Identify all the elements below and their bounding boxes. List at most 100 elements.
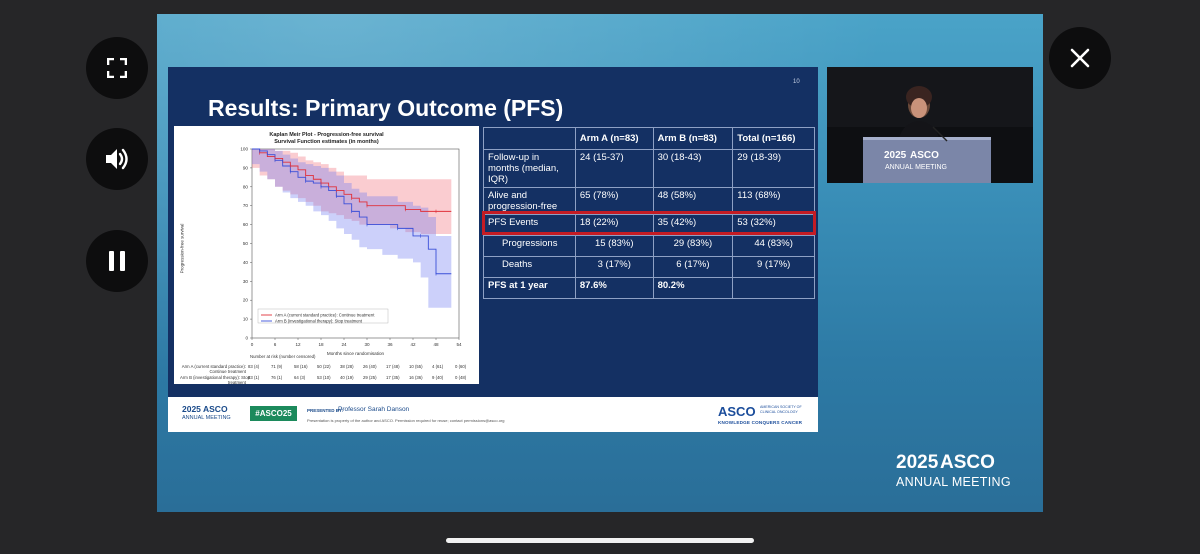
pause-button[interactable] [86,230,148,292]
footer-asco: ASCO [203,404,228,414]
close-button[interactable] [1049,27,1111,89]
risk-cell-arm-a: 58 (16) [294,364,308,369]
y-tick-label: 10 [243,317,249,322]
table-cell: 48 (58%) [652,187,734,215]
x-tick-label: 24 [341,342,347,347]
legend-label-arm-b: Arm B (investigational therapy): Stop tr… [275,319,363,324]
home-indicator[interactable] [446,538,754,543]
x-tick-label: 6 [274,342,277,347]
risk-cell-arm-b: 76 (1) [271,375,283,380]
pfs-events-highlight [482,211,816,235]
arm-b-ci-band [252,149,452,308]
x-tick-label: 18 [318,342,324,347]
km-plot-title: Kaplan Meir Plot - Progression-free surv… [269,132,384,138]
y-tick-label: 60 [243,222,249,227]
risk-cell-arm-a: 71 (9) [271,364,283,369]
table-row: Deaths 3 (17%) 6 (17%) 9 (17%) [483,256,815,278]
table-cell: 15 (83%) [574,235,654,257]
y-tick-label: 70 [243,203,249,208]
risk-cell-arm-b: 16 (36) [409,375,423,380]
presentation-slide: 10 Results: Primary Outcome (PFS) Kaplan… [168,67,818,432]
risk-cell-arm-b: 29 (25) [363,375,377,380]
risk-cell-arm-b: 53 (10) [317,375,331,380]
hashtag-badge: #ASCO25 [250,406,297,421]
risk-cell-arm-a: 83 (4) [248,364,260,369]
number-at-risk-label: Number at risk (number censored) [250,354,316,359]
risk-cell-arm-a: 38 (28) [340,364,354,369]
x-tick-label: 12 [295,342,301,347]
asco-logo-text: ASCO [718,404,756,419]
y-tick-label: 20 [243,298,249,303]
risk-cell-arm-b: 9 (40) [432,375,444,380]
table-row: Follow-up in months (median, IQR) 24 (15… [483,149,815,188]
table-cell: 44 (83%) [732,235,815,257]
table-row: PFS Events 18 (22%) 35 (42%) 53 (32%) [483,214,815,236]
volume-button[interactable] [86,128,148,190]
speaker-video: 2025 ASCO ANNUAL MEETING [827,67,1033,183]
risk-cell-arm-a: 4 (61) [432,364,444,369]
podium-asco: ASCO [910,150,939,161]
results-table: Arm A (n=83) Arm B (n=83) Total (n=166) … [483,127,815,299]
risk-cell-arm-b: 64 (3) [294,375,306,380]
slide-footer: 2025 ASCO ANNUAL MEETING #ASCO25 PRESENT… [168,397,818,432]
y-tick-label: 40 [243,260,249,265]
risk-row-label-arm-b: treatment [227,380,246,385]
legend-box [257,308,389,324]
x-tick-label: 42 [410,342,416,347]
kaplan-meier-plot: Kaplan Meir Plot - Progression-free surv… [174,126,479,385]
x-tick-label: 0 [251,342,254,347]
y-tick-label: 0 [245,336,248,341]
stage-logo-year: 2025 [896,452,939,473]
risk-row-label-arm-b: Arm B (investigational therapy): Stop [180,375,250,380]
y-tick-label: 100 [240,147,248,152]
risk-row-label-arm-a: Continue treatment [209,369,246,374]
arm-a-ci-band [252,149,452,235]
legend-label-arm-a: Arm A (current standard practice): Conti… [275,313,375,318]
fullscreen-icon [107,58,127,78]
y-tick-label: 30 [243,279,249,284]
arm-a-survival-line [252,148,452,212]
table-cell: 3 (17%) [574,256,654,278]
presented-by-label: PRESENTED BY: [307,408,344,413]
speaker-image [827,67,1033,183]
footer-year: 2025 [182,404,201,414]
permission-note: Presentation is property of the author a… [307,418,505,423]
table-cell: 29 (18-39) [732,149,815,188]
row-label: Alive and progression-free [483,187,576,215]
risk-cell-arm-b: 40 (19) [340,375,354,380]
table-row: Progressions 15 (83%) 29 (83%) 44 (83%) [483,235,815,257]
table-cell: 9 (17%) [732,256,815,278]
table-cell: 87.6% [574,277,654,299]
risk-cell-arm-b: 0 (48) [455,375,467,380]
table-header-row: Arm A (n=83) Arm B (n=83) Total (n=166) [483,127,815,150]
y-tick-label: 90 [243,165,249,170]
table-row: PFS at 1 year 87.6% 80.2% [483,277,815,299]
row-label: Follow-up in months (median, IQR) [483,149,576,188]
stage-logo-asco: ASCO [940,452,995,473]
table-cell: 6 (17%) [652,256,734,278]
close-icon [1070,48,1090,68]
table-cell [732,277,815,299]
table-cell: 30 (18-43) [652,149,734,188]
pause-icon [108,251,126,271]
risk-cell-arm-a: 50 (22) [317,364,331,369]
km-chart-svg: 0 10 20 30 40 50 60 70 80 90 100 0 6 12 18 24 30 36 42 48 54… [240,147,462,357]
table-cell: 24 (15-37) [574,149,654,188]
x-tick-label: 36 [387,342,393,347]
stage-logo-sub: ANNUAL MEETING [896,475,1011,489]
table-header-cell: Arm A (n=83) [574,127,654,150]
table-header-cell: Arm B (n=83) [652,127,734,150]
asco-tagline: KNOWLEDGE CONQUERS CANCER [718,420,803,425]
y-tick-label: 80 [243,184,249,189]
speaker-icon [104,147,130,171]
table-header-cell: Total (n=166) [732,127,815,150]
footer-annual-meeting: ANNUAL MEETING [182,415,231,421]
row-label: Progressions [483,235,576,257]
podium-sub: ANNUAL MEETING [885,164,947,171]
x-tick-label: 48 [433,342,439,347]
risk-cell-arm-a: 0 (60) [455,364,467,369]
fullscreen-button[interactable] [86,37,148,99]
table-cell: 29 (83%) [652,235,734,257]
risk-cell-arm-a: 17 (48) [386,364,400,369]
presenter-name: Professor Sarah Danson [338,406,410,413]
